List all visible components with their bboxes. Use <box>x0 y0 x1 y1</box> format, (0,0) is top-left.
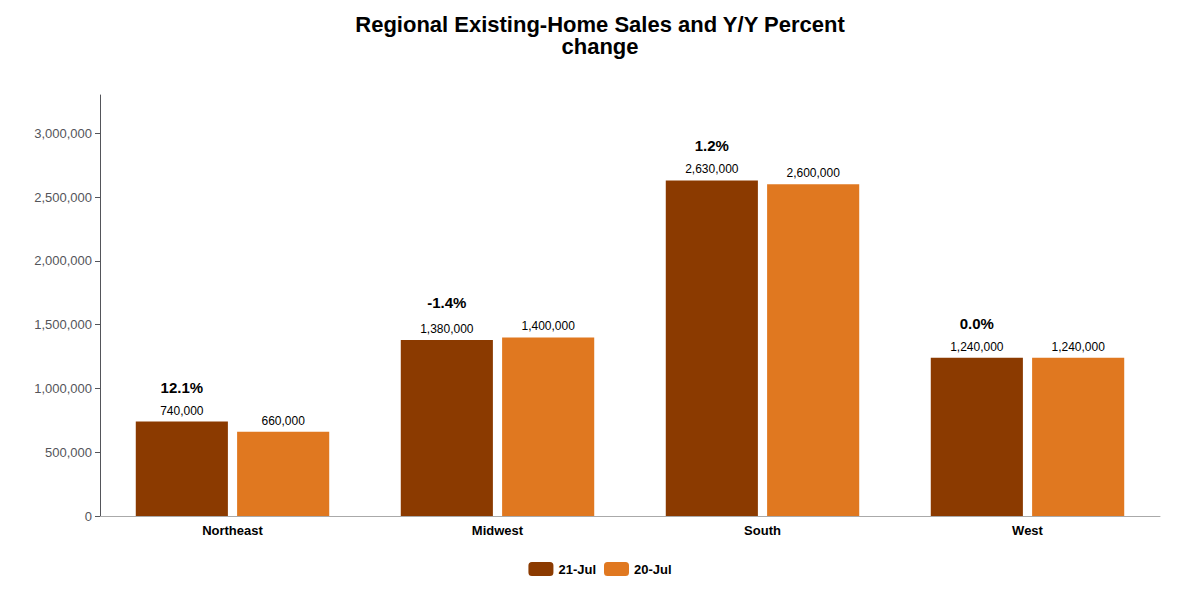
svg-text:660,000: 660,000 <box>261 414 305 428</box>
svg-text:21-Jul: 21-Jul <box>558 562 596 577</box>
svg-text:Midwest: Midwest <box>472 523 524 538</box>
svg-text:1,400,000: 1,400,000 <box>521 319 575 333</box>
svg-text:0: 0 <box>85 509 92 524</box>
svg-text:1,500,000: 1,500,000 <box>34 317 92 332</box>
svg-text:-1.4%: -1.4% <box>427 294 466 311</box>
svg-text:Regional Existing-Home Sales a: Regional Existing-Home Sales and Y/Y Per… <box>355 11 845 37</box>
svg-text:1,240,000: 1,240,000 <box>950 340 1004 354</box>
svg-text:500,000: 500,000 <box>45 445 92 460</box>
svg-text:change: change <box>561 34 638 59</box>
svg-text:Northeast: Northeast <box>202 523 263 538</box>
svg-text:12.1%: 12.1% <box>161 379 204 396</box>
svg-text:1,000,000: 1,000,000 <box>34 381 92 396</box>
svg-text:1,240,000: 1,240,000 <box>1051 340 1105 354</box>
svg-text:3,000,000: 3,000,000 <box>34 126 92 141</box>
svg-text:2,500,000: 2,500,000 <box>34 190 92 205</box>
svg-text:2,630,000: 2,630,000 <box>685 162 739 176</box>
svg-text:1.2%: 1.2% <box>695 137 729 154</box>
svg-text:0.0%: 0.0% <box>960 315 994 332</box>
svg-text:740,000: 740,000 <box>160 404 204 418</box>
svg-text:South: South <box>744 523 781 538</box>
svg-text:2,600,000: 2,600,000 <box>786 166 840 180</box>
svg-text:West: West <box>1012 523 1043 538</box>
svg-text:2,000,000: 2,000,000 <box>34 253 92 268</box>
svg-text:20-Jul: 20-Jul <box>634 562 672 577</box>
svg-text:1,380,000: 1,380,000 <box>420 322 474 336</box>
